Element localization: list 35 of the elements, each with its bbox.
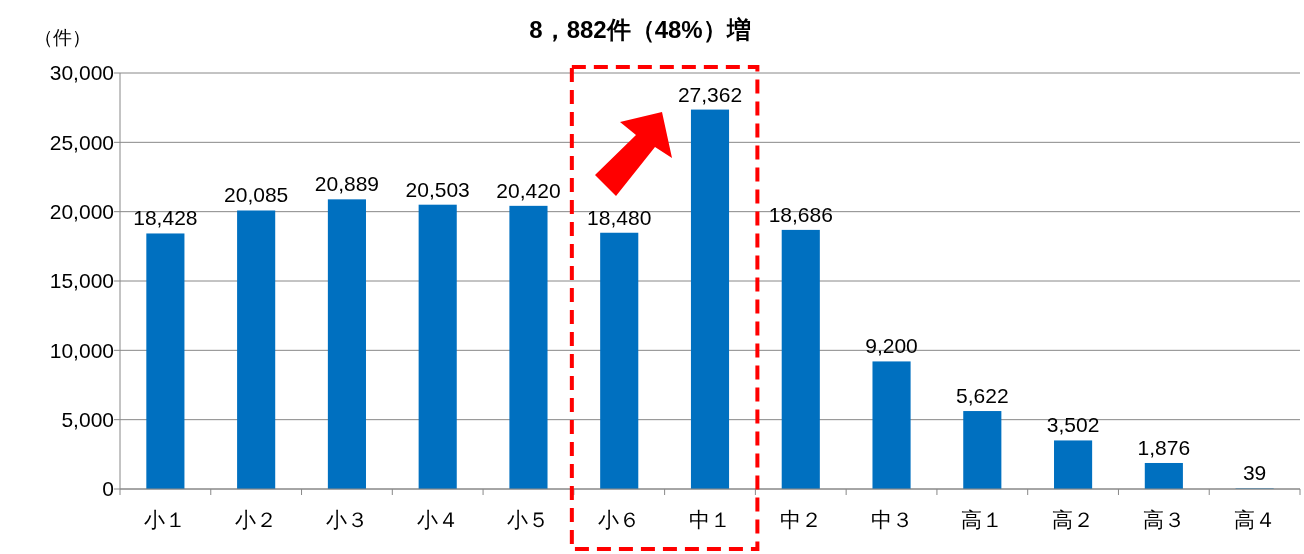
y-tick-label: 25,000	[49, 130, 114, 154]
data-label: 27,362	[677, 82, 743, 106]
y-tick-label: 30,000	[49, 61, 114, 85]
y-tick-label: 0	[102, 477, 114, 501]
data-label: 1,876	[1137, 435, 1191, 459]
x-tick-label: 高４	[1233, 508, 1276, 531]
y-tick-label: 10,000	[49, 338, 114, 362]
x-tick-label: 高３	[1142, 508, 1185, 531]
data-label: 20,420	[496, 178, 561, 202]
y-tick-label: 20,000	[49, 200, 114, 224]
data-label: 18,428	[133, 206, 198, 230]
data-label: 5,622	[956, 384, 1009, 408]
chart-title: 8，882件（48%）増	[529, 16, 751, 43]
x-tick-label: 小２	[235, 508, 278, 531]
data-label: 18,686	[768, 202, 833, 226]
x-tick-label: 中２	[779, 508, 822, 531]
x-tick-label: 小５	[507, 508, 550, 531]
y-tick-label: 15,000	[49, 269, 114, 293]
x-tick-label: 高１	[961, 508, 1004, 531]
data-label: 9,200	[865, 334, 918, 358]
data-label: 18,480	[587, 205, 652, 229]
y-axis-title: （件）	[33, 27, 91, 48]
data-label: 20,503	[405, 177, 470, 201]
x-tick-label: 中３	[870, 508, 913, 531]
x-tick-label: 高２	[1052, 508, 1095, 531]
data-label: 39	[1242, 461, 1267, 485]
x-tick-label: 中１	[689, 508, 731, 531]
data-label: 20,085	[224, 183, 289, 207]
x-tick-label: 小４	[416, 508, 459, 531]
data-label: 20,889	[314, 172, 380, 196]
x-tick-label: 小６	[598, 508, 641, 531]
y-tick-label: 5,000	[61, 408, 114, 432]
x-tick-label: 小１	[144, 508, 187, 531]
data-label: 3,502	[1046, 413, 1100, 437]
x-tick-label: 小３	[325, 508, 368, 531]
